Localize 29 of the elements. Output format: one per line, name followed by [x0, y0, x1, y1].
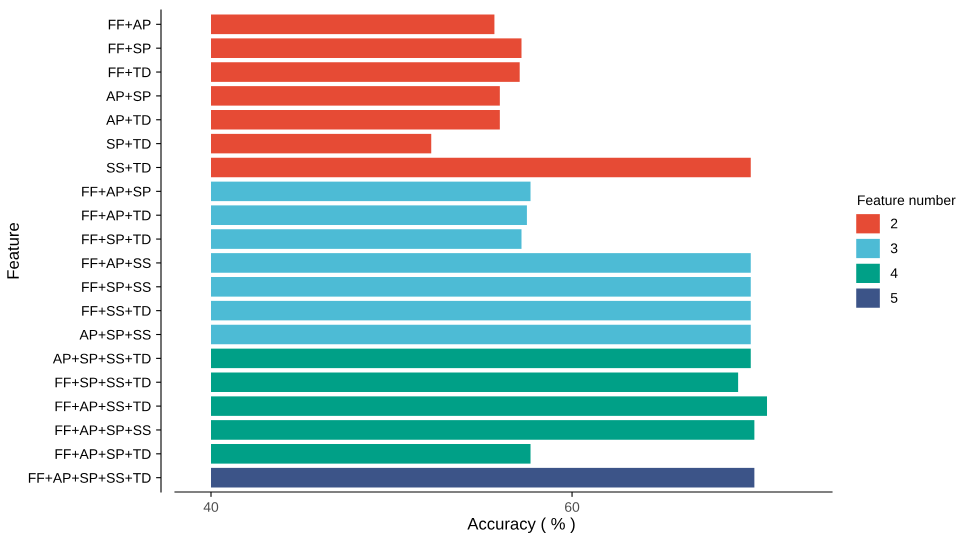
- x-tick-label: 60: [565, 502, 580, 512]
- y-tick-label: FF+AP+TD: [82, 210, 151, 220]
- y-axis-title: Feature: [7, 223, 19, 278]
- y-tick-label: FF+AP+SP+TD: [56, 449, 151, 459]
- y-tick-label: SS+TD: [106, 162, 151, 173]
- y-tick-label: FF+SP+SS: [82, 282, 151, 292]
- y-tick-label: FF+AP+SS+TD: [56, 401, 151, 412]
- legend-label: 5: [890, 293, 898, 303]
- legend-label: 4: [890, 268, 898, 278]
- y-tick-label: FF+AP: [108, 20, 151, 30]
- y-tick-label: FF+SS+TD: [82, 306, 151, 316]
- y-tick-label: FF+SP+TD: [82, 234, 151, 244]
- y-tick-label: FF+AP+SP+SS: [56, 425, 151, 436]
- y-tick-label: FF+SP+SS+TD: [56, 378, 151, 388]
- y-tick-label: FF+AP+SS: [82, 258, 151, 268]
- y-tick-label: SP+TD: [106, 138, 151, 149]
- y-tick-label: AP+SP+SS: [79, 330, 151, 340]
- legend-label: 2: [890, 218, 898, 228]
- y-tick-label: AP+SP: [106, 91, 151, 102]
- legend-label: 3: [890, 243, 898, 254]
- y-tick-label: AP+TD: [106, 115, 151, 125]
- x-tick-label: 40: [204, 502, 218, 512]
- y-tick-label: FF+AP+SP: [82, 186, 151, 197]
- y-tick-label: FF+TD: [108, 68, 151, 78]
- y-tick-label: FF+SP: [108, 44, 151, 54]
- legend-title: Feature number: [858, 194, 956, 206]
- x-axis-title: Accuracy ( % ): [467, 517, 575, 533]
- y-tick-label: FF+AP+SP+SS+TD: [28, 473, 151, 483]
- y-tick-label: AP+SP+SS+TD: [52, 354, 151, 364]
